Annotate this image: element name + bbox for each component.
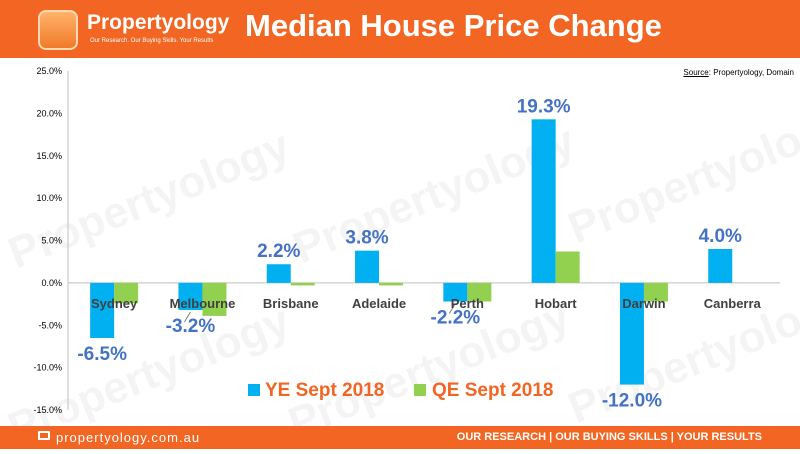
legend-label-qe: QE Sept 2018 (432, 380, 553, 401)
data-label: -3.2% (166, 316, 216, 337)
category-label: Melbourne (170, 296, 236, 311)
source-note: Source: Propertyology, Domain (683, 68, 794, 77)
category-label: Adelaide (352, 296, 406, 311)
category-label: Perth (451, 296, 484, 311)
bar-ye (619, 282, 644, 385)
data-label: 2.2% (257, 241, 300, 262)
bar-ye (355, 250, 380, 283)
bar-ye (266, 264, 291, 283)
data-label: 4.0% (699, 226, 742, 247)
label-leader-line (448, 303, 456, 314)
y-tick-label: -10.0% (33, 363, 62, 373)
footer-slogan: OUR RESEARCH | OUR BUYING SKILLS | YOUR … (456, 431, 762, 443)
bar-qe (555, 251, 580, 283)
data-label: -6.5% (77, 344, 127, 365)
category-label: Canberra (704, 296, 762, 311)
brand-tagline: Our Research. Our Buying Skills. Your Re… (90, 38, 214, 44)
legend-swatch-ye (248, 384, 260, 396)
brand-name: Propertyology (87, 11, 230, 34)
bar-ye (90, 282, 115, 338)
bar-qe (643, 282, 668, 302)
legend-swatch-qe (414, 384, 426, 396)
house-logo-icon (38, 10, 78, 50)
bar-ye (708, 248, 733, 283)
y-tick-label: 10.0% (36, 193, 62, 203)
monitor-icon (38, 431, 50, 440)
chart-title: Median House Price Change (245, 8, 662, 43)
category-label: Darwin (622, 296, 665, 311)
header-bar: Propertyology Our Research. Our Buying S… (0, 0, 800, 58)
bar-qe (290, 282, 315, 286)
label-leader-line (184, 311, 191, 323)
bar-qe (202, 282, 227, 316)
category-label: Sydney (91, 296, 138, 311)
category-label: Hobart (535, 296, 578, 311)
footer-url: propertyology.com.au (56, 430, 201, 445)
bar-qe (114, 282, 139, 304)
footer-bar: propertyology.com.au OUR RESEARCH | OUR … (0, 426, 800, 449)
y-tick-label: -5.0% (38, 320, 62, 330)
source-label: Source (683, 68, 709, 77)
data-label: 19.3% (517, 96, 571, 117)
bar-qe (379, 282, 404, 286)
bar-ye (178, 282, 203, 310)
y-tick-label: 15.0% (36, 151, 62, 161)
bar-qe (467, 282, 492, 302)
legend-label-ye: YE Sept 2018 (265, 380, 384, 401)
y-tick-label: 20.0% (36, 108, 62, 118)
data-label: 3.8% (345, 228, 388, 249)
y-tick-label: 25.0% (36, 66, 62, 76)
bar-ye (443, 282, 468, 302)
data-label: -12.0% (602, 391, 662, 412)
y-tick-label: 5.0% (41, 236, 62, 246)
category-label: Brisbane (263, 296, 319, 311)
source-text: : Propertyology, Domain (708, 68, 794, 77)
y-tick-label: -15.0% (33, 405, 62, 415)
bar-chart: 25.0% 20.0% 15.0% 10.0% 5.0% 0.0% -5.0% -10.0% -… (33, 66, 780, 415)
y-tick-label: 0.0% (41, 278, 62, 288)
data-label: -2.2% (431, 308, 481, 329)
bar-ye (531, 119, 556, 283)
